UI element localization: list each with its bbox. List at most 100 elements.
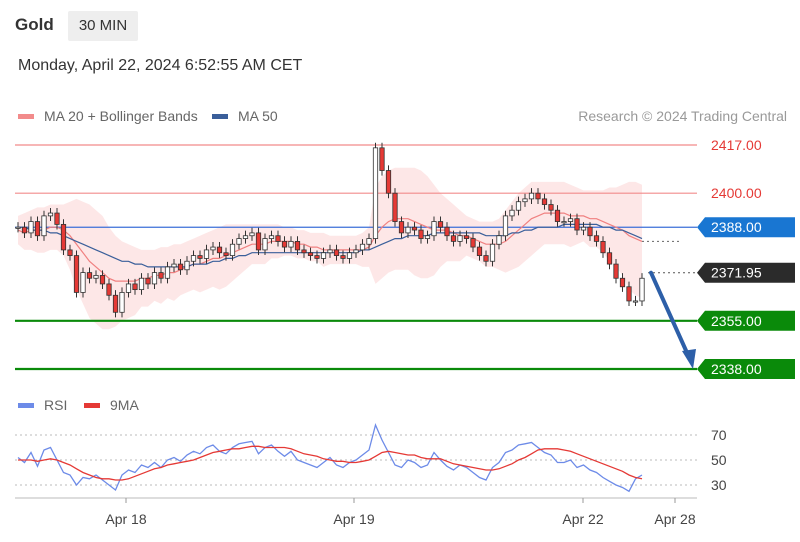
candles bbox=[15, 142, 645, 318]
rsi-ma-line bbox=[18, 445, 643, 481]
candle-body bbox=[320, 252, 327, 259]
candle-body bbox=[333, 249, 340, 256]
candle-body bbox=[366, 238, 372, 245]
pivot-label: 2388.00 bbox=[711, 219, 762, 235]
candle-body bbox=[203, 249, 210, 259]
candle-body bbox=[463, 235, 470, 239]
candle-body bbox=[450, 235, 457, 242]
candle-body bbox=[275, 235, 281, 242]
candle-body bbox=[385, 170, 392, 194]
candle-body bbox=[574, 218, 580, 231]
candle-body bbox=[145, 277, 151, 285]
candle-body bbox=[593, 235, 600, 242]
candle-body bbox=[626, 286, 632, 302]
candle-body bbox=[632, 300, 639, 303]
candle-body bbox=[106, 283, 112, 296]
candle-body bbox=[639, 277, 645, 302]
candle-body bbox=[197, 255, 203, 259]
projection bbox=[649, 270, 696, 369]
symbol-title: Gold bbox=[15, 15, 54, 34]
candle-body bbox=[190, 255, 197, 262]
candle-body bbox=[229, 243, 236, 256]
candle-body bbox=[483, 255, 489, 262]
candle-body bbox=[307, 252, 314, 256]
candle-body bbox=[262, 238, 268, 251]
candle-body bbox=[268, 235, 275, 239]
candle-body bbox=[151, 272, 158, 285]
candle-body bbox=[255, 232, 262, 251]
candle-body bbox=[541, 198, 548, 205]
resistance-label: 2400.00 bbox=[711, 185, 762, 201]
legend-label-ma50: MA 50 bbox=[238, 108, 278, 124]
legend-swatch-9ma bbox=[84, 403, 100, 408]
candle-body bbox=[476, 246, 483, 256]
candle-body bbox=[515, 201, 522, 211]
candle-body bbox=[119, 292, 125, 313]
candle-body bbox=[242, 235, 249, 239]
support-label: 2355.00 bbox=[711, 313, 762, 329]
candle-body bbox=[15, 226, 21, 229]
candle-body bbox=[489, 243, 496, 262]
price-levels bbox=[15, 144, 697, 371]
candle-body bbox=[177, 263, 184, 271]
x-tick-label: Apr 22 bbox=[562, 511, 603, 527]
candle-body bbox=[587, 226, 593, 237]
candle-body bbox=[99, 275, 106, 285]
candle-body bbox=[47, 212, 54, 217]
candle-body bbox=[561, 221, 567, 224]
candle-body bbox=[405, 226, 411, 234]
candle-body bbox=[398, 221, 405, 234]
candle-body bbox=[28, 221, 34, 234]
candle-body bbox=[93, 275, 99, 279]
candle-body bbox=[86, 272, 93, 279]
x-tick-label: Apr 19 bbox=[333, 511, 374, 527]
candle-body bbox=[567, 218, 574, 222]
candle-body bbox=[600, 241, 606, 254]
timeframe-button[interactable]: 30 MIN bbox=[68, 11, 138, 41]
candle-body bbox=[359, 243, 366, 251]
candle-body bbox=[580, 226, 587, 231]
candle-body bbox=[34, 221, 41, 237]
x-tick-label: Apr 18 bbox=[105, 511, 146, 527]
candle-body bbox=[411, 226, 418, 231]
candle-body bbox=[554, 209, 561, 222]
candle-body bbox=[138, 277, 145, 291]
rsi-tick-label: 30 bbox=[711, 477, 727, 493]
candle-body bbox=[379, 147, 385, 171]
candle-body bbox=[210, 246, 216, 251]
support-label: 2338.00 bbox=[711, 361, 762, 377]
rsi-line bbox=[17, 423, 643, 493]
last-price-label: 2371.95 bbox=[711, 265, 762, 281]
projection-arrow-head bbox=[682, 349, 696, 369]
rsi-tick-label: 50 bbox=[711, 452, 727, 468]
candle-body bbox=[535, 192, 541, 200]
support-tag bbox=[697, 359, 795, 379]
candle-body bbox=[502, 215, 509, 237]
legend-label-9ma: 9MA bbox=[110, 397, 139, 413]
candle-body bbox=[288, 241, 294, 248]
last-price-tag bbox=[697, 262, 795, 283]
legend-label-rsi: RSI bbox=[44, 397, 67, 413]
candle-body bbox=[164, 266, 171, 279]
candle-body bbox=[132, 283, 138, 291]
candle-body bbox=[437, 221, 444, 228]
candle-body bbox=[424, 235, 431, 239]
candle-body bbox=[158, 272, 164, 279]
resistance-label: 2417.00 bbox=[711, 137, 762, 153]
candle-body bbox=[223, 252, 229, 256]
candle-body bbox=[457, 235, 463, 242]
candle-body bbox=[281, 241, 288, 248]
candle-body bbox=[470, 238, 476, 248]
datetime-label: Monday, April 22, 2024 6:52:55 AM CET bbox=[18, 57, 303, 74]
candle-body bbox=[509, 209, 515, 217]
projection-arrow-shaft bbox=[649, 270, 690, 357]
candle-body bbox=[346, 252, 353, 259]
pivot-tag bbox=[697, 217, 795, 238]
candle-body bbox=[112, 294, 119, 313]
candle-body bbox=[80, 272, 86, 293]
level-tags: 2417.00 2400.00 2388.00 2371.95 2355.00 2338.… bbox=[697, 137, 795, 379]
rsi-legend: RSI 9MA bbox=[18, 397, 139, 413]
candle-body bbox=[353, 249, 359, 254]
x-axis: Apr 18 Apr 19 Apr 22 Apr 28 bbox=[105, 498, 696, 527]
candle-body bbox=[340, 255, 346, 259]
